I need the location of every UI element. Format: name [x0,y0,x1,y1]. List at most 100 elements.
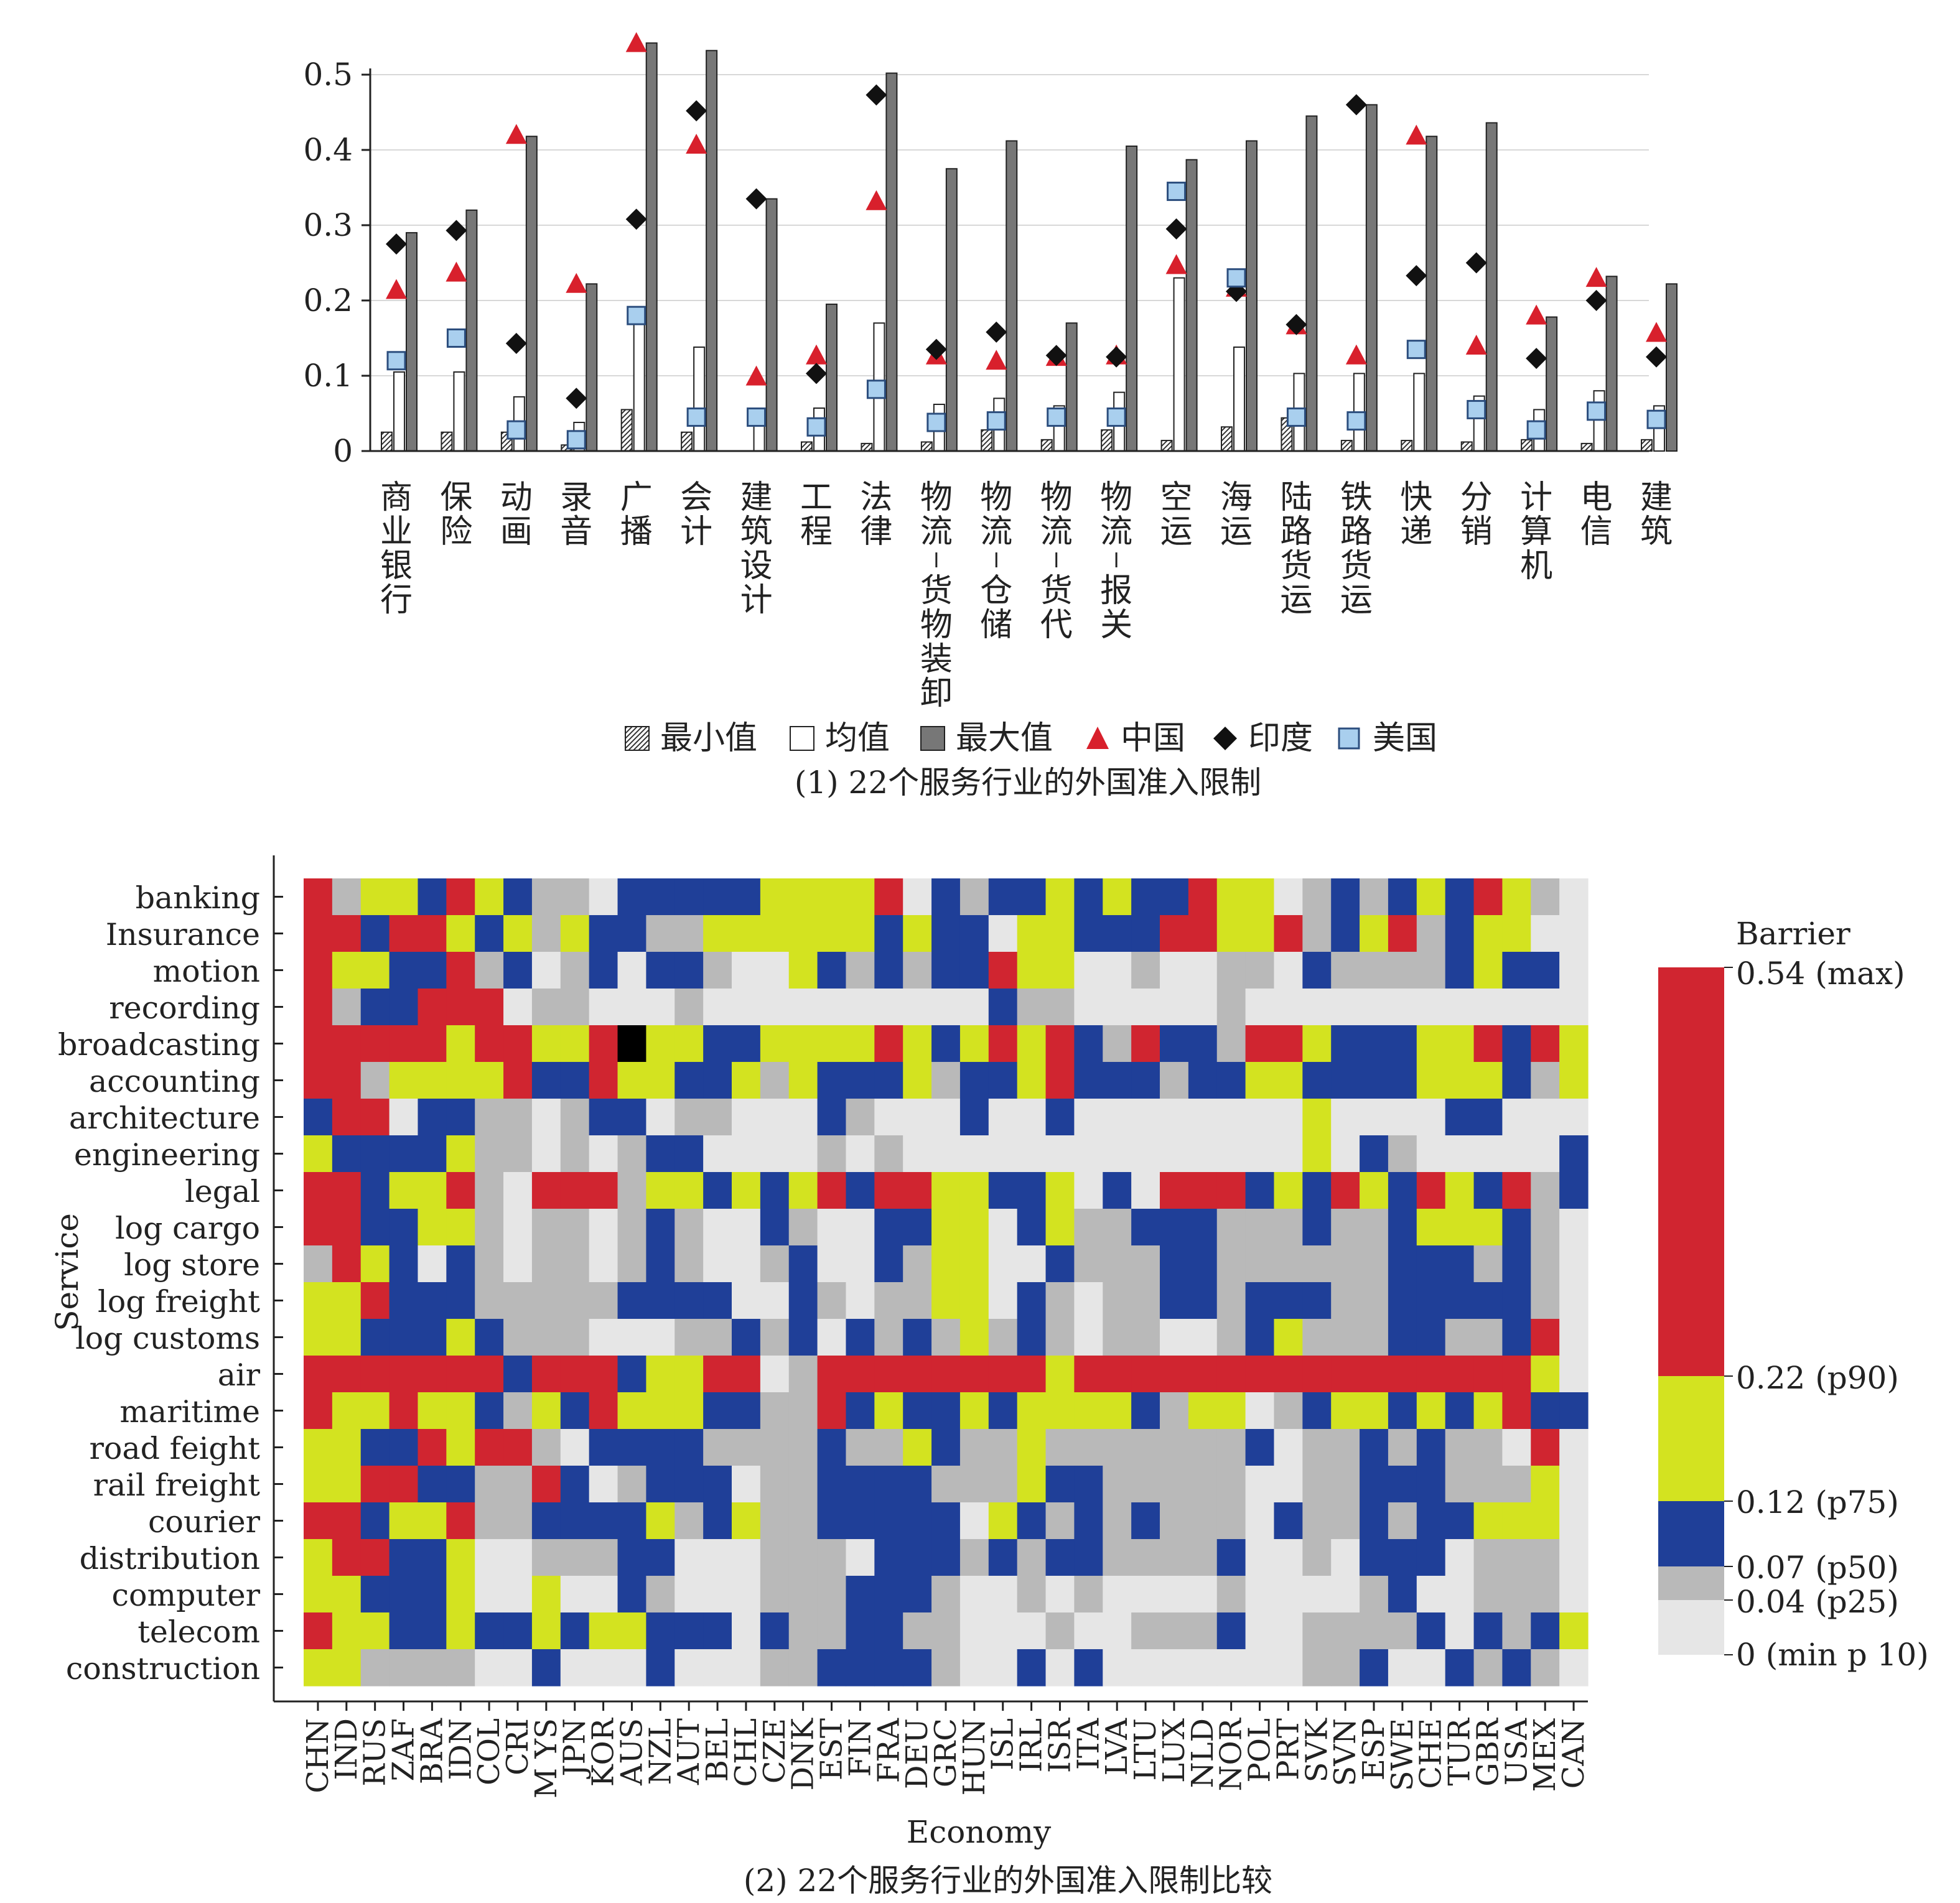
heatmap-cell [1388,878,1417,916]
heatmap-cell [1360,989,1389,1026]
bar-min [381,431,393,452]
heatmap-cell [304,1062,333,1099]
heatmap-row-label: motion [153,954,260,989]
heatmap-cell [1160,878,1189,916]
heatmap-cell [732,878,761,916]
heatmap-cell [903,1245,932,1283]
heatmap-cell [1245,1649,1275,1687]
heatmap-cell [1531,1062,1560,1099]
heatmap-cell [1559,1135,1589,1173]
heatmap-cell [732,989,761,1026]
heatmap-cell [446,1429,475,1466]
heatmap-cell [1416,915,1446,952]
label-char: 筑 [1640,513,1673,551]
colorbar-title: Barrier [1736,916,1850,952]
heatmap-cell [788,1099,818,1136]
label-char: 空 [1160,479,1193,516]
heatmap-cell [446,1356,475,1393]
heatmap-cell [1559,1429,1589,1466]
heatmap-cell [1074,1172,1103,1209]
heatmap-cell [1103,1649,1132,1687]
heatmap-cell [503,1209,533,1246]
heatmap-cell [674,1282,704,1319]
heatmap-cell [703,1539,732,1576]
heatmap-cell [1274,1209,1303,1246]
heatmap-cell [646,1025,675,1063]
heatmap-cell [1531,952,1560,989]
bar-max [1485,122,1498,452]
heatmap-cell [1416,1135,1446,1173]
heatmap-cell [959,915,989,952]
heatmap-cell [1245,1502,1275,1540]
heatmap-cell [1331,1539,1360,1576]
heatmap-cell [760,878,790,916]
heatmap-cell [817,1612,847,1650]
heatmap-cell [703,915,732,952]
heatmap-cell [1216,1539,1246,1576]
heatmap-cell [1302,1282,1332,1319]
heatmap-cell [846,1502,875,1540]
heatmap-cell [1388,952,1417,989]
heatmap-cell [360,1062,390,1099]
heatmap-cell [1559,989,1589,1026]
heatmap-cell [931,1172,961,1209]
heatmap-cell [646,1245,675,1283]
marker-usa [1526,420,1546,440]
heatmap-cell [1416,1392,1446,1430]
label-char: 播 [620,513,653,551]
heatmap-cell [1531,1356,1560,1393]
heatmap-cell [674,1209,704,1246]
heatmap-cell [560,1576,590,1613]
heatmap-cell [703,952,732,989]
heatmap-cell [560,1539,590,1576]
heatmap-cell [1131,878,1160,916]
heatmap-cell [646,1576,675,1613]
marker-usa [1587,401,1607,421]
heatmap-cell [1245,915,1275,952]
heatmap-cell [1160,1539,1189,1576]
heatmap-cell [1103,1502,1132,1540]
heatmap-cell [760,1025,790,1063]
heatmap-cell [1074,952,1103,989]
bar-max [406,232,418,452]
bar-chart-category-label: 会计 [680,479,712,551]
heatmap-cell [332,1392,362,1430]
heatmap-cell [1103,1025,1132,1063]
heatmap-cell [1216,1392,1246,1430]
heatmap-cell [817,1209,847,1246]
heatmap-cell [1274,915,1303,952]
heatmap-cell [1445,952,1475,989]
heatmap-cell [418,1392,447,1430]
heatmap-cell [1559,878,1589,916]
heatmap-cell [1388,1025,1417,1063]
heatmap-cell [617,1576,646,1613]
heatmap-cell [1473,878,1503,916]
legend-label: 均值 [825,720,890,757]
heatmap-cell [1017,1319,1047,1356]
heatmap-cell [389,1502,419,1540]
heatmap-cell [874,1062,903,1099]
heatmap-cell [1131,1319,1160,1356]
heatmap-cell [531,1466,561,1503]
heatmap-cell [360,1356,390,1393]
heatmap-cell [1473,1025,1503,1063]
marker-china [505,124,527,144]
heatmap-cell [732,1576,761,1613]
heatmap-cell [1103,1356,1132,1393]
heatmap-cell [332,1429,362,1466]
heatmap-cell [760,952,790,989]
heatmap-cell [674,1245,704,1283]
heatmap-cell [503,1245,533,1283]
label-char: 建 [740,479,773,516]
heatmap-cell [1388,1319,1417,1356]
marker-usa [1346,411,1366,431]
heatmap-cell [1045,1319,1075,1356]
heatmap-cell [1331,1612,1360,1650]
heatmap-cell [959,1466,989,1503]
heatmap-cell [560,1209,590,1246]
bar-max [1666,283,1678,452]
heatmap-cell [1445,1319,1475,1356]
heatmap-cell [931,1539,961,1576]
bar-max [1006,140,1018,452]
